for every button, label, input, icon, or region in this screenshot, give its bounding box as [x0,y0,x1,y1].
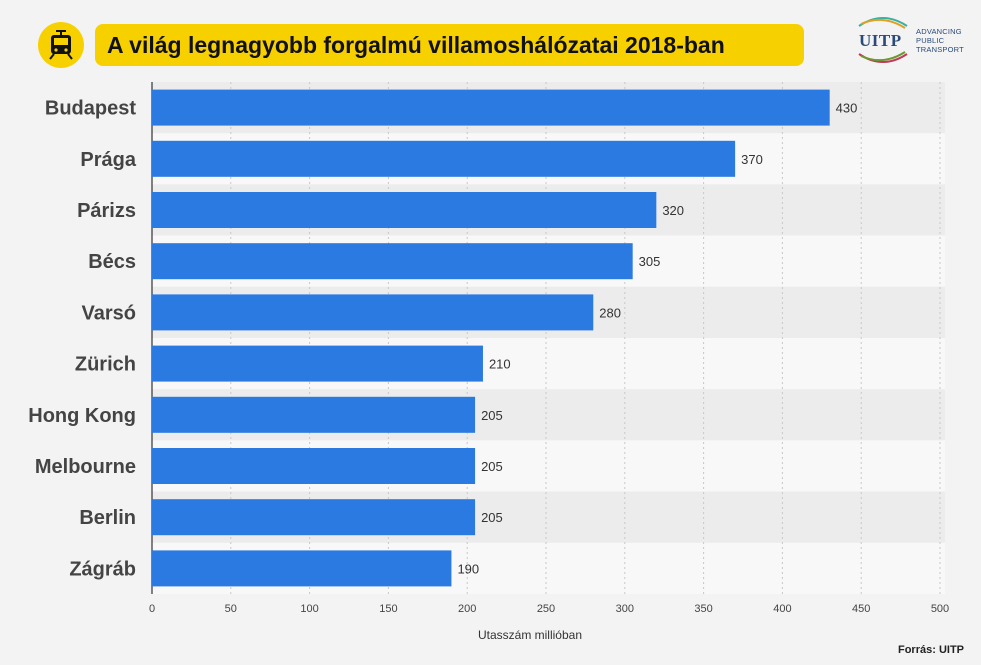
logo-tagline: ADVANCING PUBLIC TRANSPORT [916,27,976,54]
category-label: Párizs [77,200,136,222]
category-label: Budapest [45,98,136,120]
category-label: Zürich [75,354,136,376]
data-label: 190 [457,561,479,576]
tram-icon [38,22,84,68]
logo-arcs-icon [858,17,908,63]
x-tick-label: 450 [852,603,870,615]
logo-tagline-line: ADVANCING [916,27,962,36]
x-tick-label: 300 [616,603,634,615]
data-label: 320 [662,203,684,218]
x-tick-label: 150 [379,603,397,615]
bar [152,550,452,587]
bar [152,448,476,484]
data-label: 205 [481,459,503,474]
category-label: Bécs [88,251,136,273]
category-label: Berlin [79,507,136,529]
x-tick-label: 100 [300,603,318,615]
x-tick-label: 250 [537,603,555,615]
chart-title: A világ legnagyobb forgalmú villamosháló… [95,24,804,66]
category-label: Hong Kong [28,405,136,427]
bar [152,396,476,433]
bar [152,499,476,536]
x-tick-label: 50 [225,603,237,615]
x-tick-label: 0 [149,603,155,615]
x-tick-label: 200 [458,603,476,615]
x-tick-label: 400 [773,603,791,615]
x-tick-label: 500 [931,603,949,615]
bar [152,243,633,280]
bar [152,192,657,228]
data-label: 205 [481,510,503,525]
data-label: 210 [489,357,511,372]
logo-tagline-line: PUBLIC [916,36,945,45]
bar [152,140,736,177]
category-label: Prága [80,149,136,171]
bar [152,345,483,382]
logo-wordmark: UITP [859,31,902,50]
data-label: 430 [836,101,858,116]
category-label: Melbourne [35,456,136,478]
data-label: 305 [639,254,661,269]
data-label: 370 [741,152,763,167]
logo-tagline-line: TRANSPORT [916,45,964,54]
uitp-logo: UITP ADVANCING PUBLIC TRANSPORT [855,12,975,72]
bar [152,294,594,331]
category-label: Varsó [82,302,136,324]
source-note: Forrás: UITP [897,644,964,656]
x-tick-label: 350 [694,603,712,615]
data-label: 205 [481,408,503,423]
x-axis-title: Utasszám millióban [478,628,582,642]
bar [152,89,830,126]
data-label: 280 [599,305,621,320]
category-label: Zágráb [69,558,136,580]
